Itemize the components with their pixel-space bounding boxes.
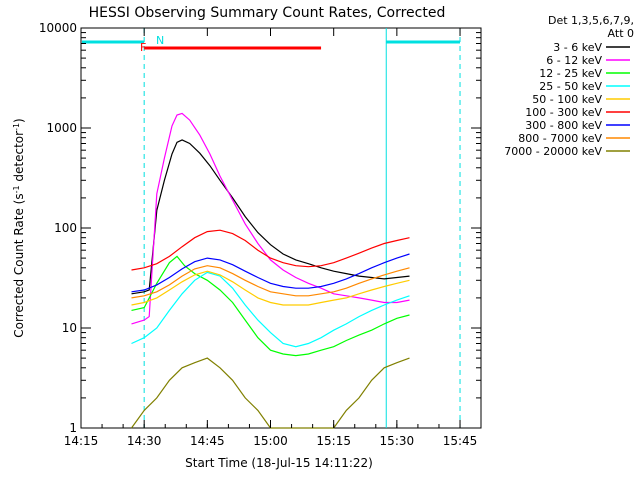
x-tick-label: 14:15 <box>64 434 99 448</box>
chart-title: HESSI Observing Summary Count Rates, Cor… <box>89 5 446 21</box>
night-label: N <box>156 34 164 47</box>
legend-header-attenuator: Att 0 <box>608 27 634 40</box>
series-line-4 <box>131 271 410 348</box>
legend-label-3: 12 - 25 keV <box>539 67 602 80</box>
flare-label: F <box>140 41 146 54</box>
series-line-9 <box>131 357 410 429</box>
series-line-6 <box>131 229 410 271</box>
y-tick-label: 10000 <box>39 21 77 35</box>
x-tick-label: 15:00 <box>253 434 288 448</box>
x-tick-label: 14:45 <box>190 434 225 448</box>
legend-label-6: 100 - 300 keV <box>525 106 602 119</box>
legend-label-7: 300 - 800 keV <box>525 119 602 132</box>
legend-label-1: 3 - 6 keV <box>553 41 602 54</box>
series-line-8 <box>131 265 410 299</box>
y-axis-label: Corrected Count Rate (s-1 detector-1) <box>12 118 27 337</box>
legend-label-8: 800 - 7000 keV <box>518 132 602 145</box>
plot-frame <box>80 27 482 429</box>
y-tick-label: 10 <box>62 321 77 335</box>
x-tick-label: 15:30 <box>380 434 415 448</box>
series-line-3 <box>131 255 410 357</box>
y-axis: 1 10 100 1000 10000 <box>39 21 481 435</box>
x-axis-label: Start Time (18-Jul-15 14:11:22) <box>185 456 373 470</box>
time-markers <box>82 28 461 428</box>
series-layer <box>131 112 410 429</box>
legend-label-9: 7000 - 20000 keV <box>504 145 602 158</box>
series-line-5 <box>131 270 410 306</box>
legend-header-detectors: Det 1,3,5,6,7,9, <box>548 14 634 27</box>
x-axis: 14:15 14:30 14:45 15:00 15:15 15:30 15:45 <box>64 28 478 448</box>
y-tick-label: 100 <box>54 221 77 235</box>
x-tick-label: 15:15 <box>316 434 351 448</box>
y-tick-label: 1 <box>69 421 77 435</box>
y-tick-label: 1000 <box>46 121 77 135</box>
x-tick-label: 14:30 <box>127 434 162 448</box>
legend-label-4: 25 - 50 keV <box>539 80 602 93</box>
legend-label-2: 6 - 12 keV <box>546 54 602 67</box>
legend-label-5: 50 - 100 keV <box>532 93 602 106</box>
series-line-1 <box>131 139 410 295</box>
x-tick-label: 15:45 <box>443 434 478 448</box>
series-line-7 <box>131 253 410 293</box>
series-line-2 <box>131 112 410 325</box>
